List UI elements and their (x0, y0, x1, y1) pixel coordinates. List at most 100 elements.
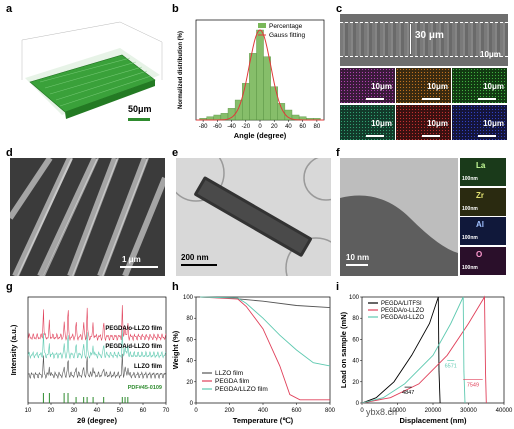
watermark: ybx8.cn (366, 407, 398, 417)
x-tick-label: 400 (258, 408, 269, 414)
x-tick-label: 10 (25, 408, 32, 414)
eds-scale-bar (366, 98, 384, 100)
eds-map-4: 10μm (340, 105, 395, 140)
element-map-la: La 100nm (460, 158, 506, 186)
y-tick-label: 0 (356, 401, 360, 407)
y-axis-label: Intensity (a.u.) (9, 324, 18, 375)
eds-map-5: 10μm (396, 105, 451, 140)
y-tick-label: 20 (186, 380, 193, 386)
element-scale-label: 100nm (462, 205, 478, 212)
element-maps: La 100nm Zr 100nm Al 100nm O 100nm (460, 158, 508, 276)
x-axis-label: Angle (degree) (234, 131, 287, 140)
panel-d-sem-fibers: 1 μm (10, 158, 165, 276)
chart-g: PEGDA/o-LLZO film PEGDA/d-LLZO film LLZO f… (9, 296, 170, 425)
legend-label: Gauss fitting (269, 32, 306, 39)
xrd-line-1 (27, 305, 167, 342)
panel-label-i: i (336, 281, 340, 293)
legend-label: PEGDA/LLZO film (215, 386, 268, 393)
xrd-line-2 (27, 329, 167, 360)
element-map-al: Al 100nm (460, 217, 506, 245)
x-tick-label: 60 (140, 408, 147, 414)
element-scale-label: 100nm (462, 176, 478, 182)
tga-line-2 (200, 296, 330, 401)
element-label: La (476, 161, 486, 170)
scale-bar-e (181, 264, 217, 266)
eds-scale-bar (366, 135, 384, 137)
eds-scale-label: 10μm (483, 119, 504, 128)
x-tick-label: -40 (227, 124, 236, 130)
element-scale-label: 100nm (462, 264, 478, 271)
legend-label: PEGDA film (215, 378, 249, 385)
x-tick-label: 50 (117, 408, 124, 414)
eds-scale-bar (478, 135, 496, 137)
y-tick-label: 100 (183, 295, 194, 301)
y-axis-label: Normalized distribution (%) (178, 31, 184, 109)
panel-label-f: f (336, 147, 340, 159)
y-tick-label: 40 (186, 359, 193, 365)
fiber-image (10, 158, 165, 276)
legend-swatch (258, 23, 266, 28)
legend-label: LLZO film (215, 370, 243, 377)
tga-line-1 (200, 296, 331, 309)
thickness-label: 30 μm (415, 30, 444, 41)
scale-label-c: 10μm (480, 50, 501, 59)
legend-label: Percentage (269, 23, 303, 30)
nanofiber-image (176, 158, 331, 276)
panel-label-a: a (6, 3, 13, 15)
element-label: O (476, 249, 483, 259)
y-axis-label: Weight (%) (171, 330, 180, 369)
x-tick-label: 80 (314, 124, 321, 130)
element-map-zr: Zr 100nm (460, 187, 506, 216)
eds-scale-bar (478, 98, 496, 100)
legend-label: PEGDA/d-LLZO (381, 315, 424, 321)
histogram-bar (242, 83, 250, 121)
scale-label-e: 200 nm (181, 253, 209, 262)
y-tick-label: 80 (352, 316, 359, 322)
tga-line-3 (200, 296, 331, 367)
panel-e-tem-image: 200 nm (176, 158, 331, 276)
scale-bar-f (346, 264, 368, 266)
histogram-bar (213, 114, 222, 121)
x-tick-label: 0 (258, 124, 262, 130)
panel-a-3d-render: 50μm (10, 20, 165, 138)
eds-scale-bar (422, 135, 440, 137)
element-label: Al (476, 220, 484, 229)
x-tick-label: 800 (325, 408, 336, 414)
scale-label-d: 1 μm (122, 255, 141, 264)
indentation-line-1 (361, 296, 441, 404)
panel-c-sem-image: 30 μm 10μm (340, 14, 508, 66)
x-tick-label: 40000 (496, 408, 513, 414)
eds-scale-label: 10μm (371, 119, 392, 128)
panel-label-e: e (172, 147, 179, 159)
indentation-line-3 (361, 296, 466, 404)
x-tick-label: 60 (299, 124, 306, 130)
x-axis-label: 2θ (degree) (77, 416, 117, 425)
scale-bar-d (120, 266, 158, 268)
y-tick-label: 20 (352, 380, 359, 386)
histogram-bar (263, 56, 271, 121)
indentation-line-2 (361, 295, 487, 404)
scale-bar-a (128, 118, 150, 121)
annotation-label: 4847 (402, 390, 414, 396)
panel-label-b: b (172, 3, 179, 15)
eds-scale-bar (422, 98, 440, 100)
histogram-bar (234, 99, 243, 121)
x-tick-label: 10000 (389, 408, 406, 414)
x-tick-label: 20 (48, 408, 55, 414)
legend-label: PEGDA/LITFSI (381, 301, 422, 307)
chart-b: -80 -60 -40 -20 0 20 40 60 80 Angle (degree) Norma… (178, 19, 325, 140)
element-scale-label: 100nm (462, 235, 478, 241)
panel-label-h: h (172, 281, 179, 293)
x-tick-label: 70 (163, 408, 170, 414)
xrd-line-3 (27, 353, 167, 380)
x-tick-label: 30000 (460, 408, 477, 414)
x-tick-label: 0 (360, 408, 364, 414)
x-tick-label: 20 (271, 124, 278, 130)
eds-map-2: 10μm (396, 68, 451, 103)
panel-label-d: d (6, 147, 13, 159)
y-tick-label: 80 (186, 316, 193, 322)
eds-scale-label: 10μm (427, 82, 448, 91)
element-map-o: O 100nm (460, 246, 506, 275)
